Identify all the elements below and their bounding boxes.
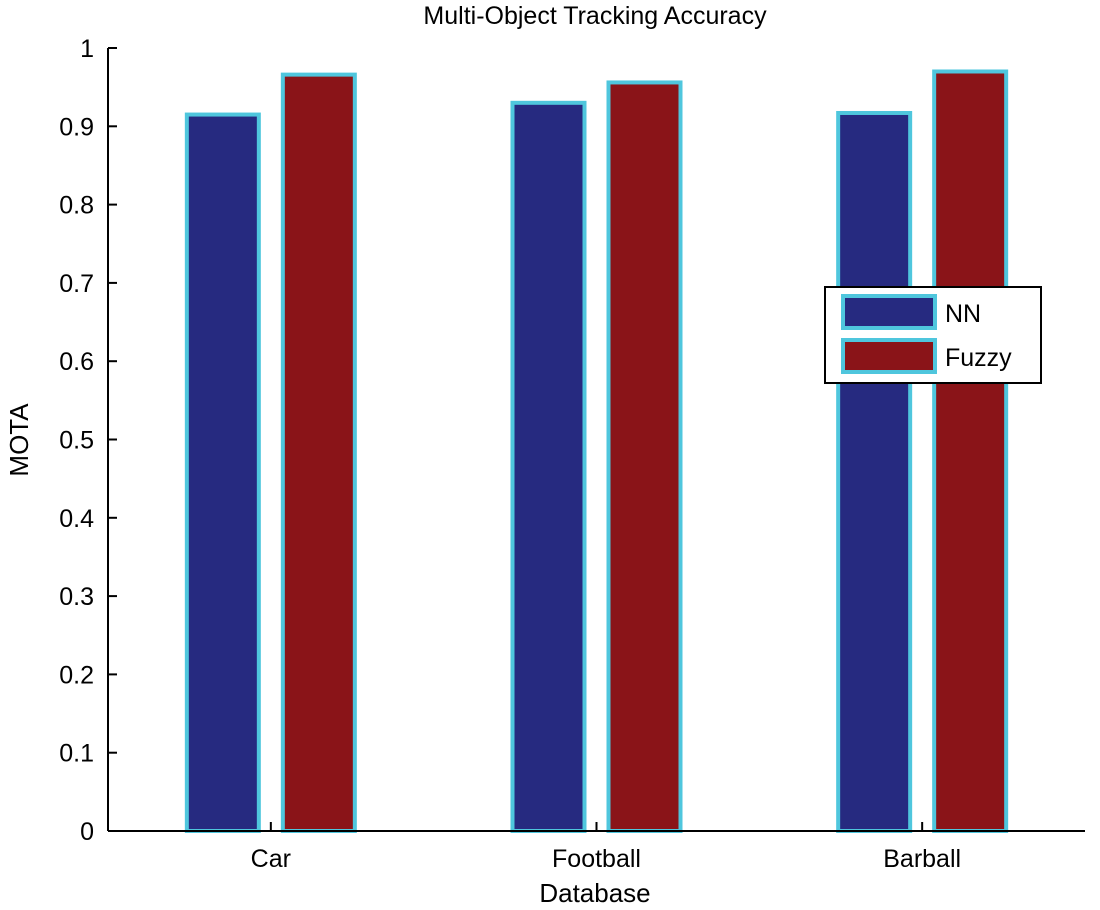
bar-series (184, 69, 1009, 834)
bar-fuzzy-car (280, 72, 357, 833)
x-tick-label: Car (251, 845, 291, 873)
legend-swatch-fuzzy (841, 338, 937, 374)
y-tick-label: 0.6 (59, 348, 94, 376)
bar-fuzzy-football (606, 80, 683, 833)
legend-label-nn: NN (945, 300, 981, 328)
x-axis-ticks: Car Football Barball (251, 822, 961, 873)
y-tick-label: 0.3 (59, 583, 94, 611)
chart-title: Multi-Object Tracking Accuracy (423, 2, 767, 30)
y-tick-label: 0.5 (59, 427, 94, 455)
bar-fuzzy-barball (932, 69, 1009, 834)
y-tick-label: 0.1 (59, 740, 94, 768)
y-axis-title: MOTA (4, 403, 34, 477)
x-axis-title: Database (539, 878, 650, 908)
x-tick-label: Barball (883, 845, 961, 873)
legend: NN Fuzzy (824, 286, 1042, 384)
y-tick-label: 0.7 (59, 270, 94, 298)
y-tick-label: 1 (80, 35, 94, 63)
y-tick-label: 0 (80, 818, 94, 846)
legend-label-fuzzy: Fuzzy (945, 344, 1012, 372)
y-tick-label: 0.9 (59, 113, 94, 141)
y-tick-label: 0.4 (59, 505, 94, 533)
y-axis-ticks: 0 0.1 0.2 0.3 0.4 0.5 0.6 0.7 0.8 0.9 1 (59, 35, 117, 846)
y-tick-label: 0.8 (59, 192, 94, 220)
bar-nn-car (184, 112, 261, 834)
legend-swatch-nn (841, 294, 937, 330)
bar-nn-barball (836, 110, 913, 833)
y-tick-label: 0.2 (59, 661, 94, 689)
x-tick-label: Football (552, 845, 641, 873)
bar-nn-football (510, 100, 587, 833)
